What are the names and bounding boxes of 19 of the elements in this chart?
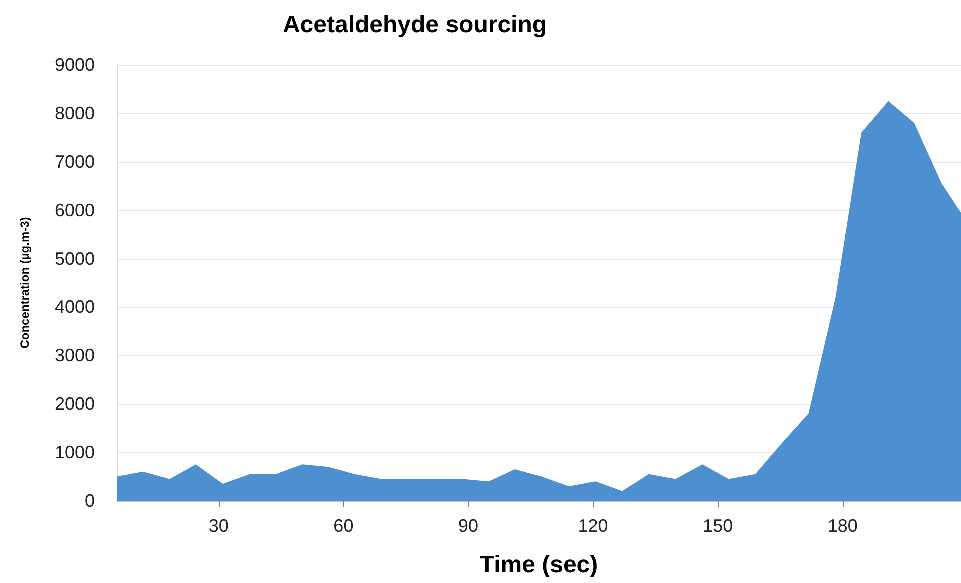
y-tick-label: 8000 (54, 103, 95, 124)
x-tick-label: 150 (703, 516, 734, 536)
y-tick-label: 9000 (54, 55, 95, 75)
y-tick-label: 3000 (54, 346, 95, 366)
y-tick-label: 0 (84, 491, 95, 511)
x-tick-label: 180 (828, 516, 858, 536)
x-tick-label: 120 (578, 516, 608, 536)
x-tick-label: 90 (458, 516, 479, 536)
chart-title: Acetaldehyde sourcing (282, 12, 548, 38)
y-tick-label: 7000 (54, 152, 95, 172)
y-tick-label: 5000 (54, 248, 95, 269)
x-tick-label: 60 (334, 516, 354, 536)
y-tick-label: 1000 (54, 442, 95, 463)
y-tick-label: 2000 (54, 394, 95, 414)
x-tick-label: 30 (208, 516, 229, 536)
y-axis-title: Concentration (µg.m-3) (18, 217, 32, 349)
y-tick-label: 4000 (54, 297, 95, 318)
y-tick-label: 6000 (54, 200, 95, 220)
x-axis-title: Time (sec) (480, 552, 598, 578)
